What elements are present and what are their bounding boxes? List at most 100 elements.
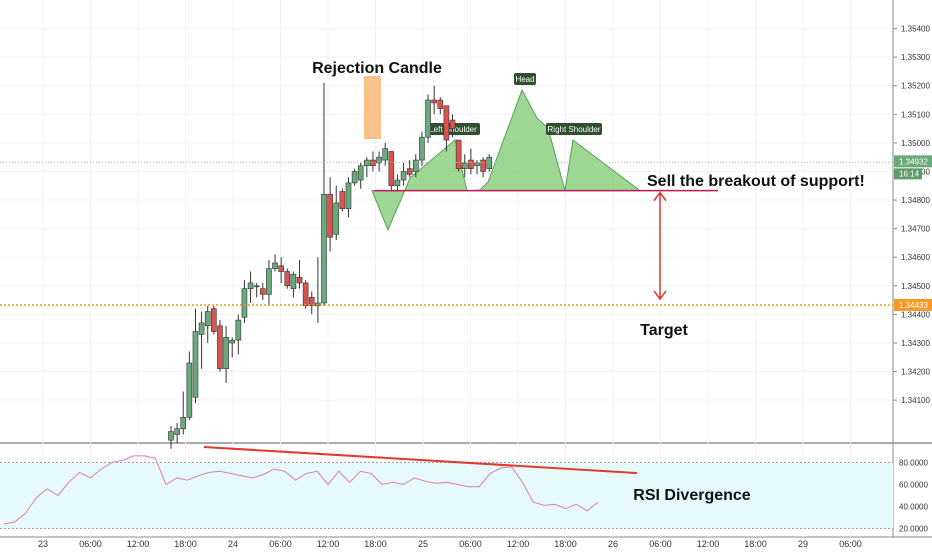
head-and-shoulders-pattern: Left Shoulder Head Right Shoulder [364,73,642,232]
x-tick-label: 06:00 [459,539,482,549]
rsi-line [3,455,599,525]
candle-body [394,179,401,187]
candle-body [198,322,205,335]
x-tick-label: 12:00 [317,539,340,549]
candle-body [370,159,376,167]
x-tick-label: 06:00 [839,539,862,549]
candle-body [461,162,468,169]
candle-body [296,276,303,284]
x-tick-label: 12:00 [697,539,720,549]
x-tick-label: 12:00 [127,539,150,549]
price-tick-label: 1.34600 [901,253,930,262]
grid-lines [0,0,932,538]
candle-body [253,285,260,288]
candle-body [339,191,346,209]
candle-body [284,271,291,287]
right-shoulder-label-bg [546,123,602,135]
target-price-value: 1.34433 [899,301,928,310]
rsi-band [0,462,893,529]
price-tick-label: 1.35400 [901,25,930,34]
price-tick-label: 1.34200 [901,368,930,377]
head-label: Head [515,75,534,84]
candle-body [388,151,395,187]
candle-body [272,262,278,269]
rsi-tick-label: 20.0000 [899,525,928,534]
x-tick-label: 26 [608,539,618,549]
x-tick-label: 18:00 [744,539,767,549]
price-tick-label: 1.34500 [901,282,930,291]
x-tick-label: 18:00 [554,539,577,549]
candle-body [229,339,235,344]
candle-body [241,288,248,318]
rsi-divergence-label: RSI Divergence [633,487,750,504]
price-axis[interactable]: 1.35400 1.35300 1.35200 1.35100 1.35000 1.349… [893,25,932,534]
target-price-badge [894,298,932,311]
candle-body [308,296,315,307]
candle-body [327,194,333,238]
candle-body [468,159,474,169]
annotation-lines [0,161,893,306]
candle-body [278,265,284,272]
rsi-tick-label: 60.0000 [899,481,928,490]
x-tick-label: 18:00 [364,539,387,549]
candle-body [425,99,431,138]
candle-body [357,165,364,181]
candle-body [406,168,413,175]
price-tick-label: 1.34700 [901,225,930,234]
target-label: Target [640,322,688,339]
price-tick-label: 1.34800 [901,196,930,205]
candle-body [259,288,266,295]
price-tick-label: 1.35300 [901,53,930,62]
candle-body [419,136,425,161]
time-axis[interactable]: 23 06:00 12:00 18:00 24 06:00 12:00 18:00 25 06:0… [38,539,862,549]
price-tick-label: 1.34400 [901,310,930,319]
candle-body [443,105,450,141]
current-price-value: 1.34932 [899,157,928,166]
rsi-tick-label: 80.0000 [899,459,928,468]
candle-body [400,171,407,181]
candle-body [180,416,187,430]
price-tick-label: 1.35000 [901,139,930,148]
head-label-bg [514,73,536,85]
candle-body [168,431,174,441]
candle-body [266,268,272,295]
x-tick-label: 06:00 [269,539,292,549]
price-tick-label: 1.34100 [901,396,930,405]
candle-body [474,162,480,167]
candle-body [247,282,254,289]
price-tick-label: 1.35200 [901,82,930,91]
candle-body [345,182,352,209]
x-tick-label: 06:00 [649,539,672,549]
pattern-shape [371,88,642,232]
price-tick-label: 1.35100 [901,110,930,119]
candle-body [174,428,180,435]
countdown-value: 16:14 [899,169,920,178]
candle-body [382,148,389,161]
rejection-candle-label: Rejection Candle [312,60,442,77]
x-tick-label: 12:00 [507,539,530,549]
candle-body [223,336,229,369]
x-tick-label: 23 [38,539,48,549]
candle-body [235,319,242,341]
candle-body [431,99,437,104]
candlestick-series [168,82,493,449]
price-tick-label: 1.34300 [901,339,930,348]
candle-body [455,139,462,169]
candle-body [290,274,297,289]
candle-body [192,331,199,398]
x-tick-label: 25 [418,539,428,549]
candle-body [333,202,340,235]
candle-body [351,171,358,184]
candle-body [437,99,444,109]
candle-body [364,159,370,167]
countdown-badge [894,168,922,180]
candle-body [302,282,309,307]
candle-body [217,325,223,369]
annotations-text: Rejection Candle Sell the breakout of su… [312,60,865,504]
x-tick-label: 18:00 [174,539,197,549]
candle-body [186,362,193,418]
candle-body [204,311,211,327]
x-tick-label: 06:00 [79,539,102,549]
